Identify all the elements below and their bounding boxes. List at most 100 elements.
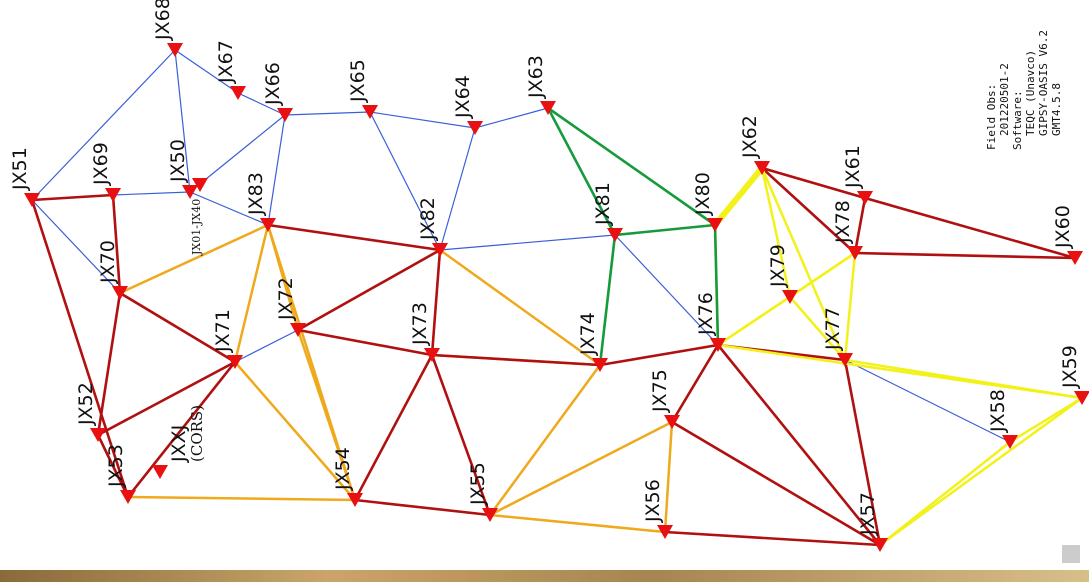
- station-label: JX73: [409, 302, 431, 346]
- edge: [843, 252, 857, 361]
- station-label: JX50: [167, 139, 189, 183]
- edge: [267, 114, 286, 226]
- edge: [599, 343, 719, 367]
- edge: [664, 530, 881, 547]
- station-marker: [112, 286, 128, 300]
- station-marker: [432, 243, 448, 257]
- station-label: JX68: [152, 0, 174, 41]
- edge: [431, 353, 601, 367]
- station-marker: [120, 490, 136, 504]
- edge: [119, 291, 236, 364]
- edge: [614, 223, 716, 237]
- station-label: JX83: [245, 172, 267, 216]
- edge: [713, 224, 720, 346]
- station-marker: [707, 218, 723, 232]
- edge: [489, 513, 666, 534]
- info-line: 201220501-2: [998, 63, 1011, 136]
- station-label: JX80: [692, 172, 714, 216]
- station-label: JX57: [857, 492, 879, 536]
- station-marker: [657, 525, 673, 539]
- station-label: JX76: [695, 292, 717, 336]
- edge: [761, 167, 856, 254]
- edge: [297, 248, 441, 332]
- edge: [854, 251, 1076, 260]
- station-marker: [754, 161, 770, 175]
- station-marker: [482, 508, 498, 522]
- edge: [844, 359, 1011, 443]
- edge: [489, 420, 673, 517]
- corner-icon: [1062, 545, 1080, 563]
- edge: [598, 234, 617, 366]
- edge: [843, 359, 882, 546]
- station-marker: [347, 493, 363, 507]
- edge: [233, 224, 270, 363]
- station-marker: [167, 43, 183, 57]
- station-marker: [227, 355, 243, 369]
- station-label: JX63: [525, 55, 547, 99]
- station-marker: [152, 465, 168, 479]
- station-marker: [1067, 251, 1083, 265]
- station-label: JX79: [767, 244, 789, 288]
- station-label: JX54: [332, 447, 354, 491]
- station-label: JX66: [262, 62, 284, 106]
- edge: [488, 364, 602, 516]
- edge: [474, 107, 549, 129]
- station-label: JX75: [649, 369, 671, 413]
- station-marker: [847, 246, 863, 260]
- info-line: GIPSY-OASIS V6.2: [1037, 30, 1050, 136]
- edge: [671, 420, 881, 547]
- station-marker: [664, 415, 680, 429]
- edge: [879, 396, 1083, 547]
- edge: [96, 292, 122, 436]
- station-marker: [540, 101, 556, 115]
- station-label: JX56: [642, 479, 664, 523]
- edge: [112, 191, 191, 196]
- station-marker: [467, 121, 483, 135]
- edge: [430, 354, 492, 516]
- edge: [31, 193, 114, 202]
- station-label: JX82: [417, 197, 439, 241]
- station-marker: [182, 185, 198, 199]
- edge: [439, 248, 601, 367]
- station-label: JX60: [1052, 205, 1074, 249]
- station-label: JX74: [577, 312, 599, 356]
- edge: [760, 167, 792, 298]
- edge: [96, 434, 130, 498]
- station-marker: [24, 193, 40, 207]
- edge: [717, 343, 1083, 400]
- edge: [126, 361, 237, 498]
- station-label: JX71: [212, 309, 234, 353]
- edge: [546, 107, 617, 236]
- station-label: JX78: [832, 200, 854, 244]
- station-label: JX58: [987, 389, 1009, 433]
- info-line: Field Obs:: [985, 84, 998, 150]
- station-marker: [710, 338, 726, 352]
- edge: [369, 111, 476, 129]
- edge: [31, 199, 121, 294]
- station-label: JX77: [822, 307, 844, 351]
- edge: [119, 223, 269, 295]
- edge: [547, 106, 716, 227]
- edge: [760, 167, 847, 361]
- info-line: GMT4.5.8: [1050, 83, 1063, 136]
- edge: [174, 49, 191, 193]
- edge: [353, 354, 434, 501]
- edge: [712, 166, 765, 227]
- edge: [296, 329, 357, 501]
- station-marker: [192, 178, 208, 192]
- station-label: JX65: [347, 59, 369, 103]
- edge: [189, 191, 269, 226]
- station-label: JX55: [467, 462, 489, 506]
- edge: [439, 234, 616, 251]
- station-marker: [857, 191, 873, 205]
- station-label: JXXJ: [168, 425, 190, 463]
- edge: [267, 223, 441, 252]
- edge: [354, 498, 491, 517]
- station-label: JX67: [215, 40, 237, 84]
- edge: [439, 127, 476, 251]
- station-marker: [782, 290, 798, 304]
- edge: [369, 111, 441, 251]
- station-marker: [592, 358, 608, 372]
- station-label: JX69: [90, 142, 112, 186]
